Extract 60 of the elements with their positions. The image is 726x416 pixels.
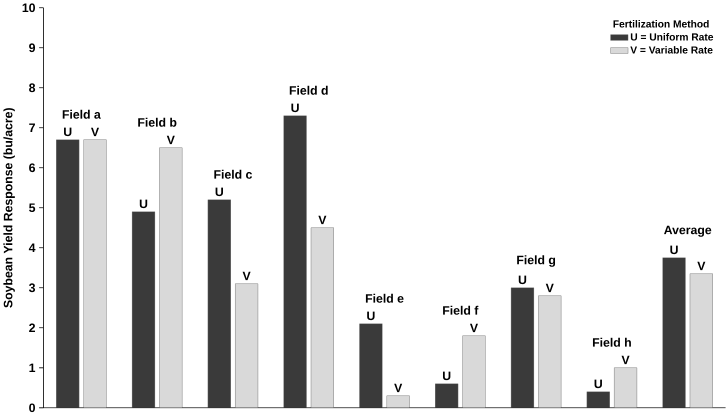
x-tick-label: Field a [62, 110, 101, 119]
x-tick-label: Field f [443, 306, 478, 316]
data-label: U [64, 128, 72, 136]
data-label: U [140, 200, 148, 208]
bar [614, 368, 638, 408]
data-label: U [442, 372, 450, 380]
bar [159, 148, 182, 408]
y-tick-label: 2 [29, 324, 36, 332]
bar [284, 116, 307, 408]
y-tick-label: 4 [28, 244, 36, 252]
legend-label: U = Uniform Rate [630, 33, 714, 41]
bar [386, 396, 410, 408]
data-label: V [318, 216, 326, 224]
y-tick-label: 6 [29, 164, 36, 172]
bar [510, 288, 534, 408]
legend-label: V = Variable Rate [630, 46, 713, 54]
x-tick-label: Field b [138, 118, 176, 127]
bar [538, 296, 562, 408]
x-tick-label: Field c [214, 170, 252, 180]
bar [662, 258, 686, 408]
data-label: V [242, 272, 251, 280]
data-label: U [291, 104, 299, 112]
x-tick-label: Field h [592, 338, 631, 348]
x-tick-label: Average [664, 226, 712, 238]
legend-title: Fertilization Method [614, 20, 709, 28]
x-tick-label: Field g [517, 256, 556, 268]
data-label: V [470, 324, 478, 332]
bar [586, 392, 610, 408]
bar [435, 384, 458, 408]
bar [462, 336, 486, 408]
y-tick-label: 5 [29, 204, 36, 212]
y-tick-label: 8 [29, 84, 36, 92]
bar [83, 140, 107, 408]
data-label: V [394, 384, 402, 392]
bar [208, 200, 231, 408]
x-tick-label: Field d [290, 86, 328, 95]
data-label: V [546, 284, 554, 292]
y-tick-label: 7 [29, 124, 35, 132]
data-label: U [518, 276, 526, 284]
bar [56, 140, 80, 408]
data-label: V [622, 356, 630, 364]
bar [310, 228, 334, 408]
data-label: U [594, 380, 602, 388]
x-tick-label: Field e [366, 294, 404, 304]
y-tick-label: 0 [29, 404, 35, 412]
bar [235, 284, 258, 408]
y-tick-label: 10 [22, 4, 35, 12]
data-label: V [90, 128, 100, 136]
data-label: U [216, 188, 223, 196]
data-label: V [697, 262, 706, 270]
data-label: U [367, 312, 375, 320]
bar [359, 324, 382, 408]
bar [690, 274, 713, 408]
data-label: U [670, 246, 678, 254]
data-label: V [166, 136, 175, 144]
y-tick-label: 9 [29, 44, 36, 52]
bar [132, 212, 156, 408]
y-tick-label: 3 [28, 284, 36, 292]
y-axis-title: Soybean Yield Response (bu/acre) [3, 108, 15, 308]
y-tick-label: 1 [29, 364, 36, 372]
